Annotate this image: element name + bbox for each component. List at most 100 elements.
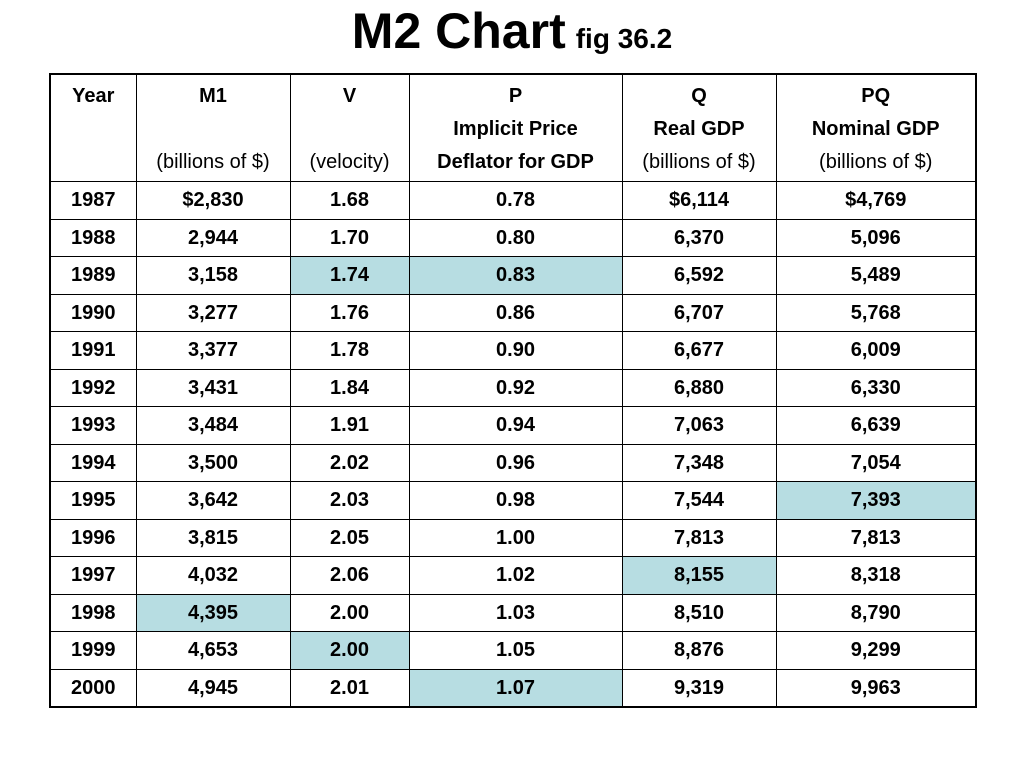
table-cell-q: 6,707 <box>621 293 777 332</box>
table-cell-v: 1.84 <box>289 368 410 407</box>
table-cell-v: 2.00 <box>289 631 410 670</box>
table-cell-p: 1.03 <box>408 593 623 632</box>
table-cell-m1: 4,945 <box>135 668 291 708</box>
table-cell-pq: $4,769 <box>775 181 977 220</box>
table-cell-q: 6,592 <box>621 256 777 295</box>
table-cell-m1: $2,830 <box>135 181 291 220</box>
table-cell-pq: 6,330 <box>775 368 977 407</box>
table-cell-year: 2000 <box>49 668 137 708</box>
table-cell-v: 1.78 <box>289 331 410 370</box>
table-cell-m1: 4,395 <box>135 593 291 632</box>
table-cell-pq: 6,009 <box>775 331 977 370</box>
table-row: 2000 4,945 2.01 1.07 9,319 9,963 <box>49 668 977 708</box>
column-header-v-line <box>291 113 409 146</box>
table-row: 1994 3,500 2.02 0.96 7,348 7,054 <box>49 443 977 482</box>
column-header-m1-line: M1 <box>199 85 227 107</box>
table-cell-v: 2.03 <box>289 481 410 520</box>
title-main: M2 Chart <box>351 3 566 59</box>
table-cell-q: 7,813 <box>621 518 777 557</box>
column-header-q: Q Real GDP (billions of $) <box>621 73 777 182</box>
table-row: 1987 $2,830 1.68 0.78 $6,114 $4,769 <box>49 181 977 220</box>
table-row: 1998 4,395 2.00 1.03 8,510 8,790 <box>49 593 977 632</box>
column-header-q-line: Real GDP <box>653 118 745 140</box>
table-row: 1993 3,484 1.91 0.94 7,063 6,639 <box>49 406 977 445</box>
table-cell-year: 1996 <box>49 518 137 557</box>
table-row: 1988 2,944 1.70 0.80 6,370 5,096 <box>49 218 977 257</box>
table-cell-v: 1.91 <box>289 406 410 445</box>
header-row: Year M1 (billions of $) V (velocity) P Implici… <box>49 73 977 182</box>
table-cell-pq: 9,963 <box>775 668 977 708</box>
table-cell-p: 0.90 <box>408 331 623 370</box>
column-header-q-line: (billions of $) <box>642 151 756 173</box>
column-header-p-line: Deflator for GDP <box>437 151 594 173</box>
table-cell-year: 1995 <box>49 481 137 520</box>
table-cell-p: 1.02 <box>408 556 623 595</box>
column-header-m1-line <box>137 113 290 146</box>
page-title: M2 Chart fig 36.2 <box>0 0 1024 62</box>
table-cell-q: 6,880 <box>621 368 777 407</box>
table-cell-p: 0.86 <box>408 293 623 332</box>
table-cell-q: 7,544 <box>621 481 777 520</box>
column-header-p-line: Implicit Price <box>453 118 578 140</box>
table-cell-q: 8,876 <box>621 631 777 670</box>
table-cell-m1: 3,642 <box>135 481 291 520</box>
column-header-pq-line: Nominal GDP <box>811 118 940 140</box>
table-cell-v: 2.02 <box>289 443 410 482</box>
table-cell-pq: 8,318 <box>775 556 977 595</box>
column-header-year-line: Year <box>72 85 115 107</box>
table-header: Year M1 (billions of $) V (velocity) P Implici… <box>49 73 977 182</box>
table-cell-m1: 2,944 <box>135 218 291 257</box>
table-cell-v: 1.76 <box>289 293 410 332</box>
table-cell-p: 0.80 <box>408 218 623 257</box>
column-header-m1-line: (billions of $) <box>156 151 270 173</box>
table-row: 1992 3,431 1.84 0.92 6,880 6,330 <box>49 368 977 407</box>
table-row: 1990 3,277 1.76 0.86 6,707 5,768 <box>49 293 977 332</box>
table-row: 1997 4,032 2.06 1.02 8,155 8,318 <box>49 556 977 595</box>
title-subtitle: fig 36.2 <box>575 23 673 54</box>
table-cell-q: $6,114 <box>621 181 777 220</box>
table-cell-p: 0.83 <box>408 256 623 295</box>
table-cell-p: 0.96 <box>408 443 623 482</box>
table-cell-year: 1999 <box>49 631 137 670</box>
table-cell-v: 1.74 <box>289 256 410 295</box>
table-cell-q: 8,155 <box>621 556 777 595</box>
table-cell-v: 2.06 <box>289 556 410 595</box>
table-cell-p: 0.92 <box>408 368 623 407</box>
table-cell-pq: 6,639 <box>775 406 977 445</box>
column-header-pq: PQ Nominal GDP (billions of $) <box>775 73 977 182</box>
column-header-v-line: (velocity) <box>309 151 390 173</box>
table-cell-pq: 5,768 <box>775 293 977 332</box>
column-header-q-line: Q <box>691 85 707 107</box>
table-cell-pq: 8,790 <box>775 593 977 632</box>
table-cell-year: 1989 <box>49 256 137 295</box>
table-cell-m1: 4,653 <box>135 631 291 670</box>
table-row: 1999 4,653 2.00 1.05 8,876 9,299 <box>49 631 977 670</box>
table-cell-q: 9,319 <box>621 668 777 708</box>
table-cell-pq: 5,096 <box>775 218 977 257</box>
table-cell-p: 1.05 <box>408 631 623 670</box>
table-cell-year: 1990 <box>49 293 137 332</box>
table-row: 1989 3,158 1.74 0.83 6,592 5,489 <box>49 256 977 295</box>
table-cell-v: 1.70 <box>289 218 410 257</box>
table-cell-pq: 7,813 <box>775 518 977 557</box>
table-cell-p: 0.78 <box>408 181 623 220</box>
column-header-v-line: V <box>342 85 357 107</box>
table-row: 1995 3,642 2.03 0.98 7,544 7,393 <box>49 481 977 520</box>
table-cell-p: 0.94 <box>408 406 623 445</box>
table-cell-pq: 7,054 <box>775 443 977 482</box>
column-header-v: V (velocity) <box>289 73 410 182</box>
table-cell-m1: 3,815 <box>135 518 291 557</box>
table-cell-pq: 5,489 <box>775 256 977 295</box>
table-cell-v: 2.05 <box>289 518 410 557</box>
table-cell-p: 1.00 <box>408 518 623 557</box>
table-cell-year: 1992 <box>49 368 137 407</box>
table-cell-pq: 7,393 <box>775 481 977 520</box>
table-cell-year: 1998 <box>49 593 137 632</box>
table-cell-q: 8,510 <box>621 593 777 632</box>
table-cell-v: 2.01 <box>289 668 410 708</box>
table-body: 1987 $2,830 1.68 0.78 $6,114 $4,769 1988 2,944 1… <box>49 181 977 708</box>
table-cell-year: 1994 <box>49 443 137 482</box>
column-header-p: P Implicit Price Deflator for GDP <box>408 73 623 182</box>
table-cell-q: 7,348 <box>621 443 777 482</box>
table-cell-year: 1987 <box>49 181 137 220</box>
